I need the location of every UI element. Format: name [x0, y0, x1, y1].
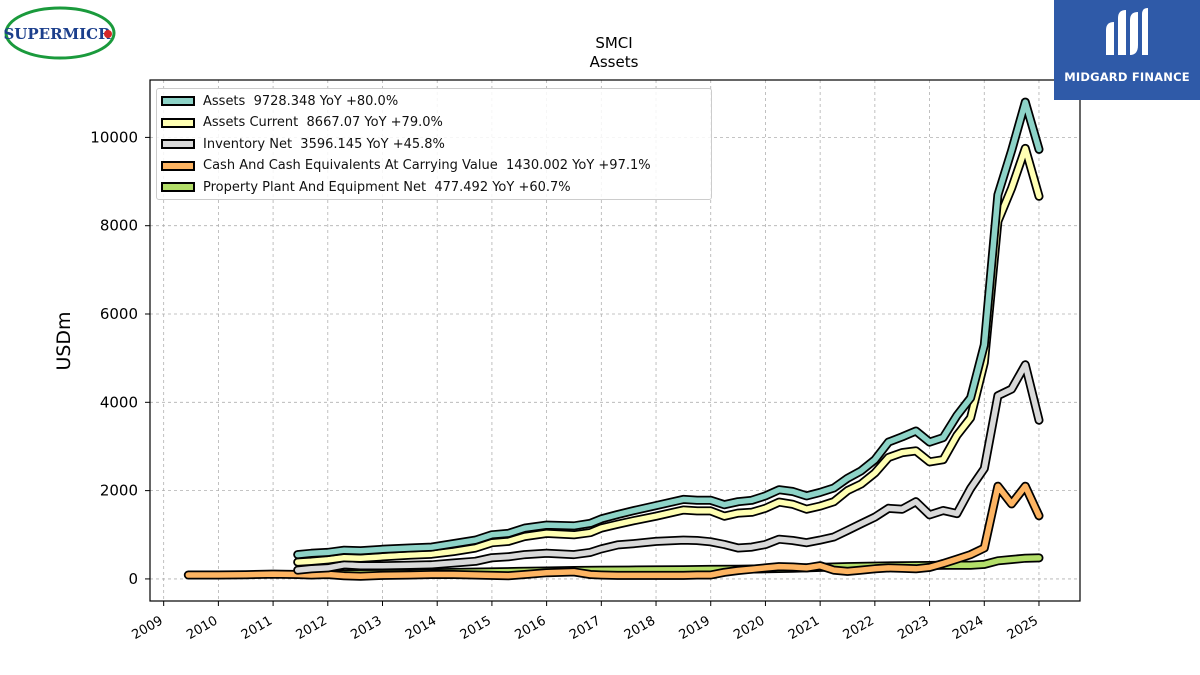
supermicro-logo-text: SUPERMICR: [4, 25, 111, 43]
legend-label: Assets 9728.348 YoY +80.0%: [203, 93, 399, 109]
legend-item: Assets Current 8667.07 YoY +79.0%: [161, 114, 443, 132]
x-tick-label: 2014: [403, 613, 439, 643]
series-line: [293, 360, 1044, 575]
series-stroke: [294, 99, 1042, 558]
x-tick-label: 2016: [512, 613, 548, 643]
chart-subtitle: Assets: [590, 53, 639, 71]
x-tick-label: 2010: [184, 613, 220, 643]
x-tick-label: 2019: [677, 613, 713, 643]
midgard-finance-logo: MIDGARD FINANCE: [1054, 0, 1200, 100]
y-tick-label: 4000: [100, 393, 138, 411]
legend-label: Property Plant And Equipment Net 477.492…: [203, 179, 571, 195]
legend-item: Property Plant And Equipment Net 477.492…: [161, 178, 571, 196]
x-tick-label: 2011: [239, 613, 275, 643]
x-ticks: 2009 2010 2011 2012 2013 2014 2015 2016 2017 2018…: [130, 601, 1041, 643]
legend-swatch: [161, 96, 195, 106]
series-layer: [183, 97, 1044, 581]
y-tick-label: 6000: [100, 305, 138, 323]
x-tick-label: 2012: [294, 613, 330, 643]
legend: Assets 9728.348 YoY +80.0% Assets Current…: [156, 88, 712, 200]
legend-item: Assets 9728.348 YoY +80.0%: [161, 92, 398, 110]
series-line: [293, 97, 1044, 560]
plot-frame: [149, 79, 1081, 602]
x-tick-label: 2020: [731, 613, 767, 643]
legend-label: Cash And Cash Equivalents At Carrying Va…: [203, 158, 651, 173]
y-tick-label: 2000: [100, 482, 138, 500]
legend-item: Inventory Net 3596.145 YoY +45.8%: [161, 135, 445, 153]
y-tick-label: 0: [128, 570, 138, 588]
y-axis-label: USDm: [53, 311, 75, 370]
legend-swatch: [161, 117, 195, 128]
supermicro-logo: SUPERMICR: [3, 6, 116, 60]
x-tick-label: 2024: [950, 613, 986, 643]
y-tick-label: 10000: [90, 128, 138, 146]
legend-label: Assets Current 8667.07 YoY +79.0%: [203, 115, 443, 130]
x-tick-label: 2021: [786, 613, 822, 643]
x-tick-label: 2017: [567, 613, 603, 643]
midgard-mark-icon: [1106, 8, 1148, 55]
series-stroke: [294, 145, 1042, 565]
midgard-logo-text: MIDGARD FINANCE: [1064, 70, 1190, 84]
x-tick-label: 2025: [1005, 613, 1041, 643]
y-tick-label: 8000: [100, 217, 138, 235]
series-line: [183, 481, 1044, 581]
x-tick-label: 2018: [622, 613, 658, 643]
y-ticks: 0 2000 4000 6000 8000 10000: [90, 128, 150, 588]
legend-swatch: [161, 160, 195, 171]
x-tick-label: 2009: [130, 613, 166, 643]
legend-label: Inventory Net 3596.145 YoY +45.8%: [203, 136, 445, 152]
chart-title: SMCI: [595, 34, 632, 52]
x-tick-label: 2015: [458, 613, 494, 643]
x-tick-label: 2013: [348, 613, 384, 643]
series-stroke: [185, 483, 1042, 580]
legend-item: Cash And Cash Equivalents At Carrying Va…: [161, 157, 651, 175]
legend-swatch: [161, 182, 195, 192]
x-tick-label: 2023: [895, 613, 931, 643]
series-line: [293, 143, 1044, 567]
x-tick-label: 2022: [841, 613, 877, 643]
legend-swatch: [161, 139, 195, 149]
series-stroke: [294, 362, 1042, 573]
